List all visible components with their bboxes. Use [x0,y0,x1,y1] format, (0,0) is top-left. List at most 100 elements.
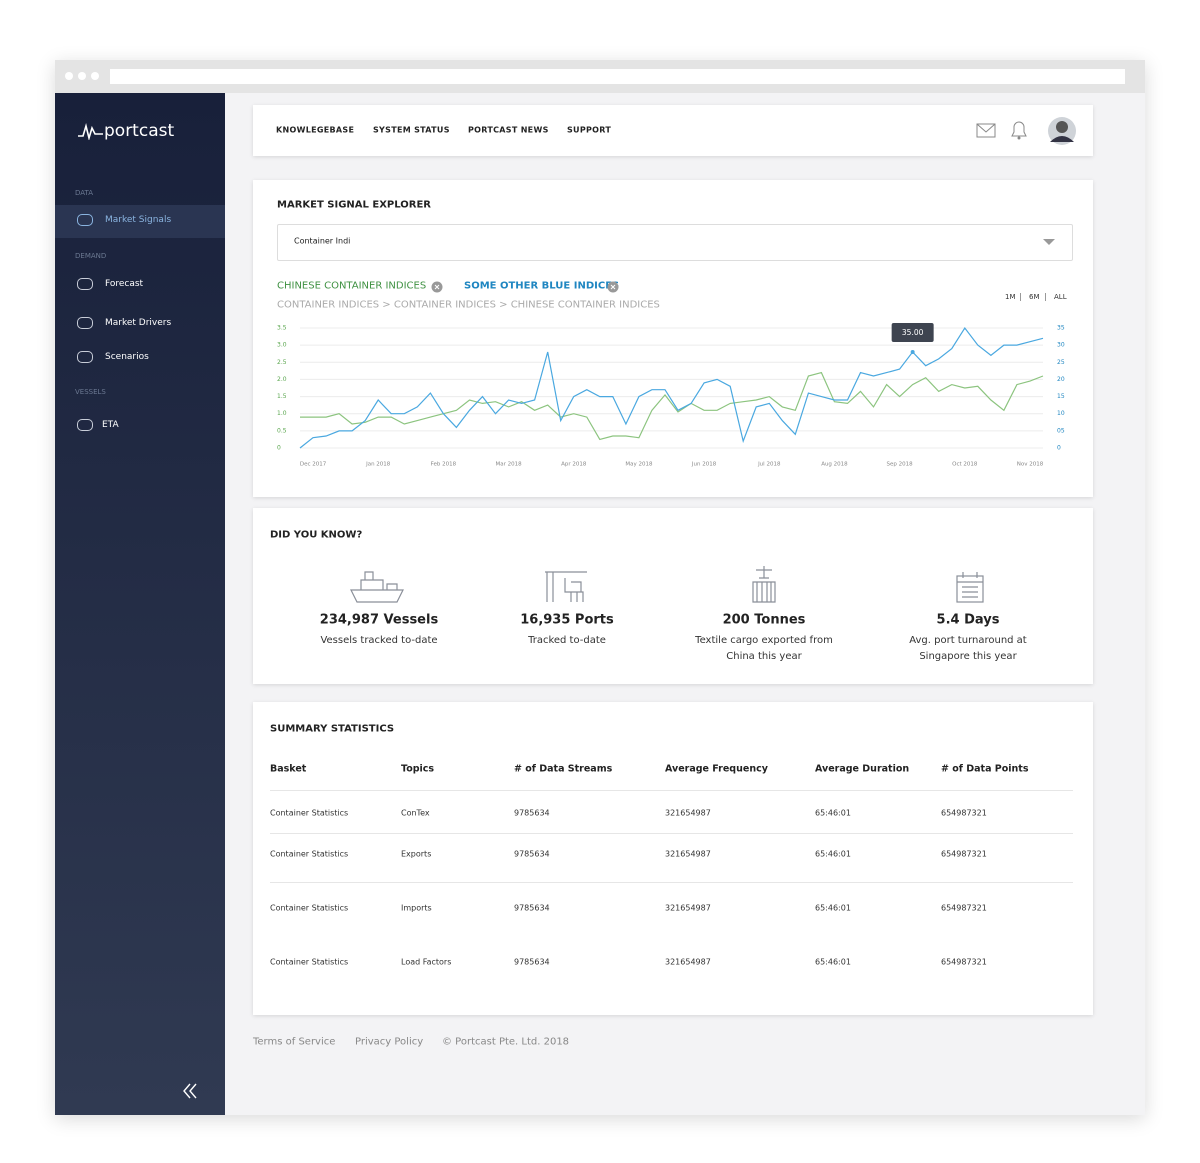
nav-icons[interactable] [970,112,1080,150]
range-button[interactable]: 1M [1005,293,1016,301]
nav-link[interactable]: SUPPORT [567,125,612,135]
table-cell: Container Statistics [270,808,349,818]
table-header: Basket [270,763,307,775]
y-tick-label: 3.5 [277,325,287,332]
sidebar-heading: DATA [75,189,94,197]
row-divider [270,882,1073,883]
table-cell: Container Statistics [270,903,349,913]
sidebar-icon [77,278,93,290]
row-divider [270,833,1073,834]
table-cell: 9785634 [514,849,550,859]
series-line [299,326,1044,449]
x-tick-label: Sep 2018 [887,462,914,468]
sidebar-icon [77,419,93,431]
y2-tick-label: 25 [1057,359,1065,366]
series-chip[interactable]: SOME OTHER BLUE INDICES [464,280,620,292]
chart: 0 0.5 1.0 1.5 2.0 2.5 3.0 3.5 0 05 10 15 20 25 30 35 Dec… [277,323,1065,468]
range-separator [1020,293,1021,301]
nav-link[interactable]: SYSTEM STATUS [373,125,450,135]
table-cell: Container Statistics [270,849,349,859]
table-cell: 654987321 [941,808,987,818]
collapse-icon[interactable] [182,1083,198,1099]
active-item-bg [55,205,225,238]
sidebar-icon [77,351,93,363]
summary-card [253,702,1093,1015]
search-text: Container Indi [294,236,351,246]
logo-mark [78,122,103,140]
table-cell: 65:46:01 [815,808,851,818]
footer-link[interactable]: Privacy Policy [355,1036,424,1048]
y-tick-label: 3.0 [277,342,287,349]
sidebar-heading: DEMAND [75,252,107,260]
stat-caption: Avg. port turnaround at Singapore this y… [909,635,1027,662]
sidebar [55,93,225,1115]
stat-caption: Tracked to-date [528,635,606,646]
table-cell: Container Statistics [270,957,349,967]
y2-tick-label: 30 [1057,342,1065,349]
breadcrumb: CONTAINER INDICES > CONTAINER INDICES > … [277,299,660,311]
search-box[interactable] [277,224,1073,261]
sidebar-item[interactable]: Market Signals [105,215,172,225]
table-cell: Load Factors [401,957,452,967]
stat-caption: Vessels tracked to-date [320,635,438,646]
table-cell: Imports [401,903,432,913]
top-nav [253,105,1093,156]
section-title: SUMMARY STATISTICS [270,723,395,735]
x-tick-label: Nov 2018 [1017,462,1044,468]
y2-tick-label: 35 [1057,325,1065,332]
table-cell: 65:46:01 [815,957,851,967]
table-cell: 654987321 [941,903,987,913]
x-tick-label: Jan 2018 [365,462,391,468]
y2-tick-label: 10 [1057,410,1065,417]
table-cell: 65:46:01 [815,903,851,913]
table-cell: 9785634 [514,957,550,967]
table-header: # of Data Streams [514,763,613,775]
stat-value: 5.4 Days [936,612,1000,628]
nav-link[interactable]: KNOWLEGEBASE [276,125,355,135]
x-tick-label: Aug 2018 [821,462,848,468]
y2-tick-label: 05 [1057,427,1065,434]
x-tick-label: Oct 2018 [952,462,978,468]
sidebar-item[interactable]: Forecast [105,279,144,289]
y-tick-label: 2.5 [277,359,287,366]
y-tick-label: 2.0 [277,376,287,383]
table-header: Average Duration [815,763,910,775]
chip-close-icons[interactable] [430,280,620,294]
x-tick-label: May 2018 [625,462,653,468]
did-you-know-card [253,508,1093,684]
x-tick-label: Apr 2018 [561,462,587,468]
nav-link[interactable]: PORTCAST NEWS [468,125,549,135]
sidebar-icon [77,214,93,226]
sidebar-icon [77,317,93,329]
browser-dots [65,69,1125,84]
series-chip[interactable]: CHINESE CONTAINER INDICES [277,280,427,292]
table-cell: 9785634 [514,808,550,818]
range-button[interactable]: ALL [1054,293,1067,301]
range-button[interactable]: 6M [1029,293,1040,301]
table-cell: 321654987 [665,957,711,967]
stat-value: 16,935 Ports [520,612,614,628]
explorer-title: MARKET SIGNAL EXPLORER [277,199,431,211]
table-header: # of Data Points [941,763,1029,775]
dropdown-arrow[interactable] [1042,237,1056,247]
table-header: Average Frequency [665,763,768,775]
sidebar-item[interactable]: ETA [102,420,119,430]
footer-link: © Portcast Pte. Ltd. 2018 [442,1036,570,1048]
x-tick-label: Jul 2018 [757,462,781,468]
table-cell: 654987321 [941,849,987,859]
range-separator [1045,293,1046,301]
x-tick-label: Jun 2018 [691,462,717,468]
x-tick-label: Mar 2018 [495,462,522,468]
sidebar-item[interactable]: Market Drivers [105,318,172,328]
table-cell: ConTex [401,808,430,818]
y-tick-label: 1.0 [277,410,287,417]
footer-link[interactable]: Terms of Service [253,1036,336,1048]
y-tick-label: 1.5 [277,393,287,400]
y2-tick-label: 20 [1057,376,1065,383]
table-cell: 321654987 [665,903,711,913]
hover-point [910,350,915,354]
sidebar-item[interactable]: Scenarios [105,352,149,362]
table-cell: 321654987 [665,808,711,818]
table-cell: 65:46:01 [815,849,851,859]
